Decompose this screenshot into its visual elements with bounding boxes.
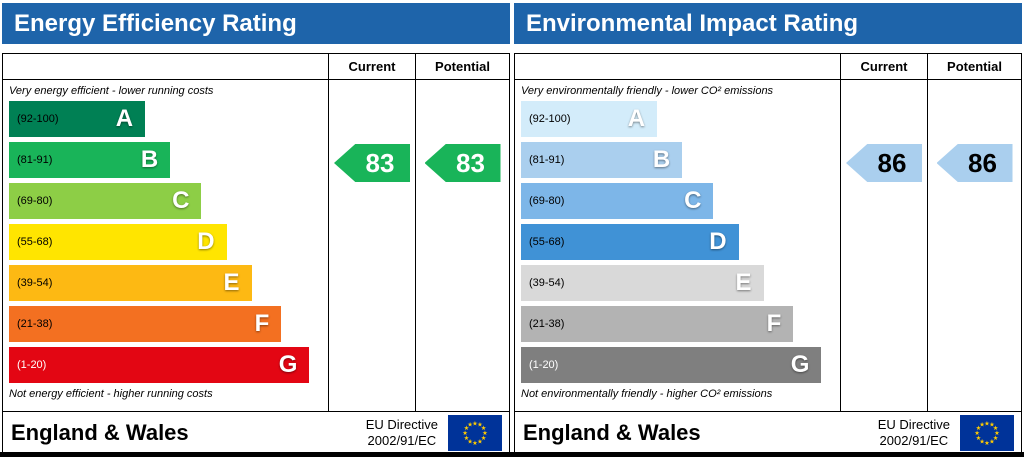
band-range: (81-91) (17, 154, 53, 166)
band-letter: F (766, 310, 782, 337)
band-range: (1-20) (17, 359, 47, 371)
current-rating-value: 86 (877, 147, 907, 178)
band-a: (92-100) A (521, 101, 658, 137)
eu-directive-line1: EU Directive (365, 416, 438, 432)
band-e: (39-54) E (521, 265, 764, 301)
header-spacer (3, 54, 329, 79)
band-letter: D (197, 228, 215, 255)
eu-directive-label: EU Directive 2002/91/EC (366, 417, 447, 448)
band-c: (69-80) C (521, 183, 714, 219)
current-rating-cell: 86 (841, 80, 928, 411)
band-g: (1-20) G (521, 347, 822, 383)
eu-directive-line2: 2002/91/EC (367, 432, 437, 448)
band-letter: B (140, 146, 159, 173)
band-letter: A (627, 105, 646, 132)
band-letter: E (735, 269, 752, 296)
band-c: (69-80) C (9, 183, 202, 219)
bottom-border-bar (0, 452, 1024, 457)
potential-rating-arrow: 83 (424, 144, 501, 182)
eu-directive-line2: 2002/91/EC (879, 432, 949, 448)
band-letter: G (790, 351, 810, 378)
eu-directive-label: EU Directive 2002/91/EC (878, 417, 959, 448)
band-range: (39-54) (529, 277, 565, 289)
potential-rating-cell: 83 (416, 80, 509, 411)
environmental-impact-panel: Environmental Impact Rating Current Pote… (512, 0, 1024, 454)
potential-column-header: Potential (435, 59, 490, 74)
band-letter: E (223, 269, 240, 296)
band-range: (55-68) (17, 236, 53, 248)
eu-directive-line1: EU Directive (877, 416, 950, 432)
band-range: (55-68) (529, 236, 565, 248)
band-letter: A (115, 105, 134, 132)
band-d: (55-68) D (521, 224, 739, 260)
region-label: England & Wales (11, 419, 189, 445)
energy-efficiency-panel: Energy Efficiency Rating Current Potenti… (0, 0, 512, 454)
band-range: (81-91) (529, 154, 565, 166)
band-f: (21-38) F (9, 306, 282, 342)
band-range: (39-54) (17, 277, 53, 289)
band-b: (81-91) B (9, 142, 171, 178)
band-a: (92-100) A (9, 101, 146, 137)
band-f: (21-38) F (521, 306, 794, 342)
table-body: Very environmentally friendly - lower CO… (515, 80, 1021, 411)
current-column-header: Current (841, 54, 928, 79)
band-letter: B (652, 146, 671, 173)
current-rating-cell: 83 (329, 80, 416, 411)
page-title: Environmental Impact Rating (514, 3, 1022, 44)
top-caption: Very energy efficient - lower running co… (9, 85, 214, 97)
bottom-caption: Not environmentally friendly - higher CO… (521, 388, 773, 400)
band-b: (81-91) B (521, 142, 683, 178)
top-caption: Very environmentally friendly - lower CO… (521, 85, 774, 97)
band-letter: C (172, 187, 190, 214)
band-range: (69-80) (17, 195, 53, 207)
table-footer: England & Wales EU Directive 2002/91/EC (3, 411, 509, 453)
header-spacer (515, 54, 841, 79)
band-range: (1-20) (529, 359, 559, 371)
potential-rating-value: 86 (968, 147, 997, 178)
rating-scale: Very energy efficient - lower running co… (3, 80, 329, 411)
potential-rating-arrow: 86 (936, 144, 1013, 182)
region-label: England & Wales (523, 419, 701, 445)
eu-flag-icon (448, 414, 502, 451)
band-range: (92-100) (529, 113, 571, 125)
potential-column-header: Potential (947, 59, 1002, 74)
band-range: (21-38) (529, 318, 565, 330)
table-header: Current Potential (3, 54, 509, 80)
band-range: (92-100) (17, 113, 59, 125)
potential-rating-value: 83 (456, 147, 485, 178)
band-range: (69-80) (529, 195, 565, 207)
current-rating-value: 83 (365, 147, 395, 178)
eu-flag-icon (960, 414, 1014, 451)
rating-scale: Very environmentally friendly - lower CO… (515, 80, 841, 411)
bottom-caption: Not energy efficient - higher running co… (9, 388, 213, 400)
table-body: Very energy efficient - lower running co… (3, 80, 509, 411)
environmental-rating-table: Current Potential Very environmentally f… (514, 53, 1022, 454)
current-rating-arrow: 83 (334, 144, 410, 182)
band-d: (55-68) D (9, 224, 227, 260)
band-letter: F (254, 310, 270, 337)
potential-rating-cell: 86 (928, 80, 1021, 411)
band-range: (21-38) (17, 318, 53, 330)
current-column-header: Current (329, 54, 416, 79)
band-e: (39-54) E (9, 265, 252, 301)
page-title: Energy Efficiency Rating (2, 3, 510, 44)
band-letter: D (709, 228, 727, 255)
band-g: (1-20) G (9, 347, 310, 383)
current-rating-arrow: 86 (846, 144, 922, 182)
energy-rating-table: Current Potential Very energy efficient … (2, 53, 510, 454)
table-footer: England & Wales EU Directive 2002/91/EC (515, 411, 1021, 453)
table-header: Current Potential (515, 54, 1021, 80)
band-letter: C (684, 187, 702, 214)
band-letter: G (278, 351, 298, 378)
